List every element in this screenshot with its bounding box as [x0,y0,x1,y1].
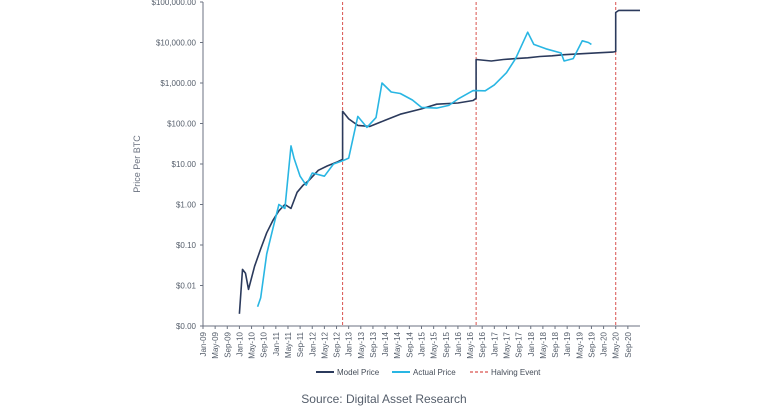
legend: Model Price Actual Price Halving Event [316,368,541,377]
x-tick-label: Jan-12 [308,331,317,356]
x-tick-label: Sep-10 [260,331,269,357]
x-tick-label: May-17 [502,331,511,358]
halving-lines [342,2,617,326]
x-tick-label: Sep-19 [587,331,596,357]
series-lines [238,9,640,314]
x-tick-label: Sep-17 [515,331,524,357]
y-tick-label: $1.00 [176,201,197,210]
y-tick-label: $0.00 [176,322,197,331]
model-price-line [238,9,640,314]
legend-label-halving-event: Halving Event [491,368,541,377]
x-tick-label: Jan-10 [235,331,244,356]
x-tick-label: Sep-13 [369,331,378,357]
x-tick-label: Sep-20 [624,331,633,357]
x-tick-label: Sep-16 [478,331,487,357]
y-tick-label: $100,000.00 [152,0,197,7]
x-tick-label: May-19 [575,331,584,358]
x-tick-label: Sep-12 [333,331,342,357]
x-tick-label: May-11 [284,331,293,358]
x-tick-label: Jan-15 [418,331,427,356]
y-axis-title: Price Per BTC [132,135,142,193]
x-axis-ticks: Jan-09 May-09 Sep-09 Jan-10 May-10 Sep-10 Jan-… [199,326,633,359]
x-tick-label: Jan-13 [345,331,354,356]
x-tick-label: May-15 [430,331,439,358]
x-tick-label: Jan-16 [454,331,463,356]
source-caption: Source: Digital Asset Research [301,392,467,406]
x-tick-label: May-18 [539,331,548,358]
x-tick-label: Jan-11 [272,331,281,355]
y-axis-ticks: $0.00 $0.01 $0.10 $1.00 $10.00 $100.00 $1,000.… [152,0,203,331]
y-tick-label: $10,000.00 [156,39,197,48]
y-tick-label: $0.01 [176,282,197,291]
x-tick-label: May-09 [211,331,220,358]
y-tick-label: $0.10 [176,241,197,250]
x-tick-label: Jan-19 [563,331,572,356]
y-axis-title-group: Price Per BTC [132,135,142,193]
legend-label-model-price: Model Price [337,368,380,377]
x-tick-label: Sep-18 [551,331,560,357]
y-tick-label: $100.00 [167,120,196,129]
y-tick-label: $10.00 [172,160,197,169]
x-tick-label: May-12 [320,331,329,358]
x-tick-label: May-16 [466,331,475,358]
x-tick-label: May-14 [393,331,402,358]
x-tick-label: Jan-20 [600,331,609,356]
y-tick-label: $1,000.00 [160,79,196,88]
x-tick-label: Sep-11 [296,331,305,357]
legend-label-actual-price: Actual Price [413,368,456,377]
x-tick-label: May-20 [612,331,621,358]
x-tick-label: Sep-15 [442,331,451,357]
x-tick-label: Jan-17 [490,331,499,356]
actual-price-line [256,31,592,307]
x-tick-label: Sep-09 [223,331,232,357]
x-tick-label: May-10 [248,331,257,358]
x-tick-label: May-13 [357,331,366,358]
x-tick-label: Jan-14 [381,331,390,356]
x-tick-label: Sep-14 [405,331,414,357]
x-tick-label: Jan-09 [199,331,208,356]
x-tick-label: Jan-18 [527,331,536,356]
